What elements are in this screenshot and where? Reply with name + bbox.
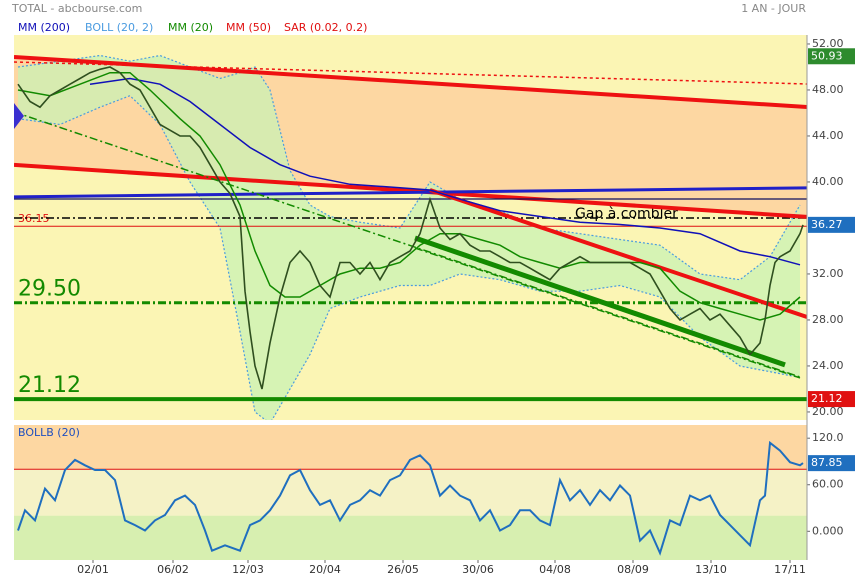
legend-entry: MM (20) — [168, 21, 213, 34]
y-tick-label: 44.00 — [812, 129, 844, 142]
moving-average — [89, 77, 801, 266]
marker — [14, 103, 24, 129]
level-label: 21.12 — [18, 373, 81, 398]
zone-high — [14, 425, 807, 470]
trendline — [414, 235, 786, 368]
band-upper — [17, 54, 801, 281]
x-tick-label: 08/09 — [617, 563, 649, 576]
y-tick-label: 20.00 — [812, 405, 844, 418]
value-box-label: 21.12 — [811, 392, 843, 405]
value-box — [808, 455, 855, 472]
trendline — [414, 247, 801, 379]
x-tick-label: 06/02 — [157, 563, 189, 576]
value-box-label: 87.85 — [811, 456, 843, 469]
value-box-label: 36.27 — [811, 218, 843, 231]
value-box — [808, 48, 855, 65]
trendline — [429, 188, 807, 319]
source: TOTAL - abcbourse.com — [11, 2, 142, 15]
y-tick-label: 28.00 — [812, 313, 844, 326]
x-tick-label: 17/11 — [774, 563, 806, 576]
trendline — [14, 186, 807, 199]
moving-average — [17, 71, 801, 321]
y-tick-label: 24.00 — [812, 359, 844, 372]
x-tick-label: 30/06 — [462, 563, 494, 576]
y-tick-label: 40.00 — [812, 175, 844, 188]
band-lower — [17, 95, 801, 420]
y-tick-label: 0.000 — [812, 524, 844, 537]
band-fill — [18, 55, 800, 420]
y-tick-label: 52.00 — [812, 37, 844, 50]
y-tick-label: 48.00 — [812, 83, 844, 96]
x-tick-label: 20/04 — [309, 563, 341, 576]
x-tick-label: 12/03 — [232, 563, 264, 576]
panel-title: BOLLB (20) — [18, 426, 80, 439]
legend-entry: BOLL (20, 2) — [85, 21, 153, 34]
trendline — [14, 111, 801, 378]
legend-entry: MM (50) — [226, 21, 271, 34]
x-tick-label: 26/05 — [387, 563, 419, 576]
period: 1 AN - JOUR — [741, 2, 806, 15]
y-tick-label: 60.00 — [812, 478, 844, 491]
x-tick-label: 02/01 — [77, 563, 109, 576]
legend: MM (200) BOLL (20, 2) MM (20) MM (50) SAR (0… — [18, 21, 367, 34]
level-label: 36.15 — [18, 212, 50, 225]
bollb-line — [17, 440, 804, 556]
legend-entry: SAR (0.02, 0.2) — [284, 21, 367, 34]
level-label: 29.50 — [18, 277, 81, 302]
y-tick-label: 120.0 — [812, 431, 844, 444]
trendline — [14, 61, 807, 85]
value-box-label: 50.93 — [811, 49, 843, 62]
zone-low — [14, 515, 807, 560]
legend-entry: MM (200) — [18, 21, 70, 34]
value-box — [808, 216, 855, 233]
x-tick-label: 04/08 — [539, 563, 571, 576]
annotation: Gap à combler — [575, 206, 678, 222]
x-tick-label: 13/10 — [695, 563, 727, 576]
value-box — [808, 391, 855, 408]
y-tick-label: 32.00 — [812, 267, 844, 280]
price-line — [17, 66, 804, 390]
